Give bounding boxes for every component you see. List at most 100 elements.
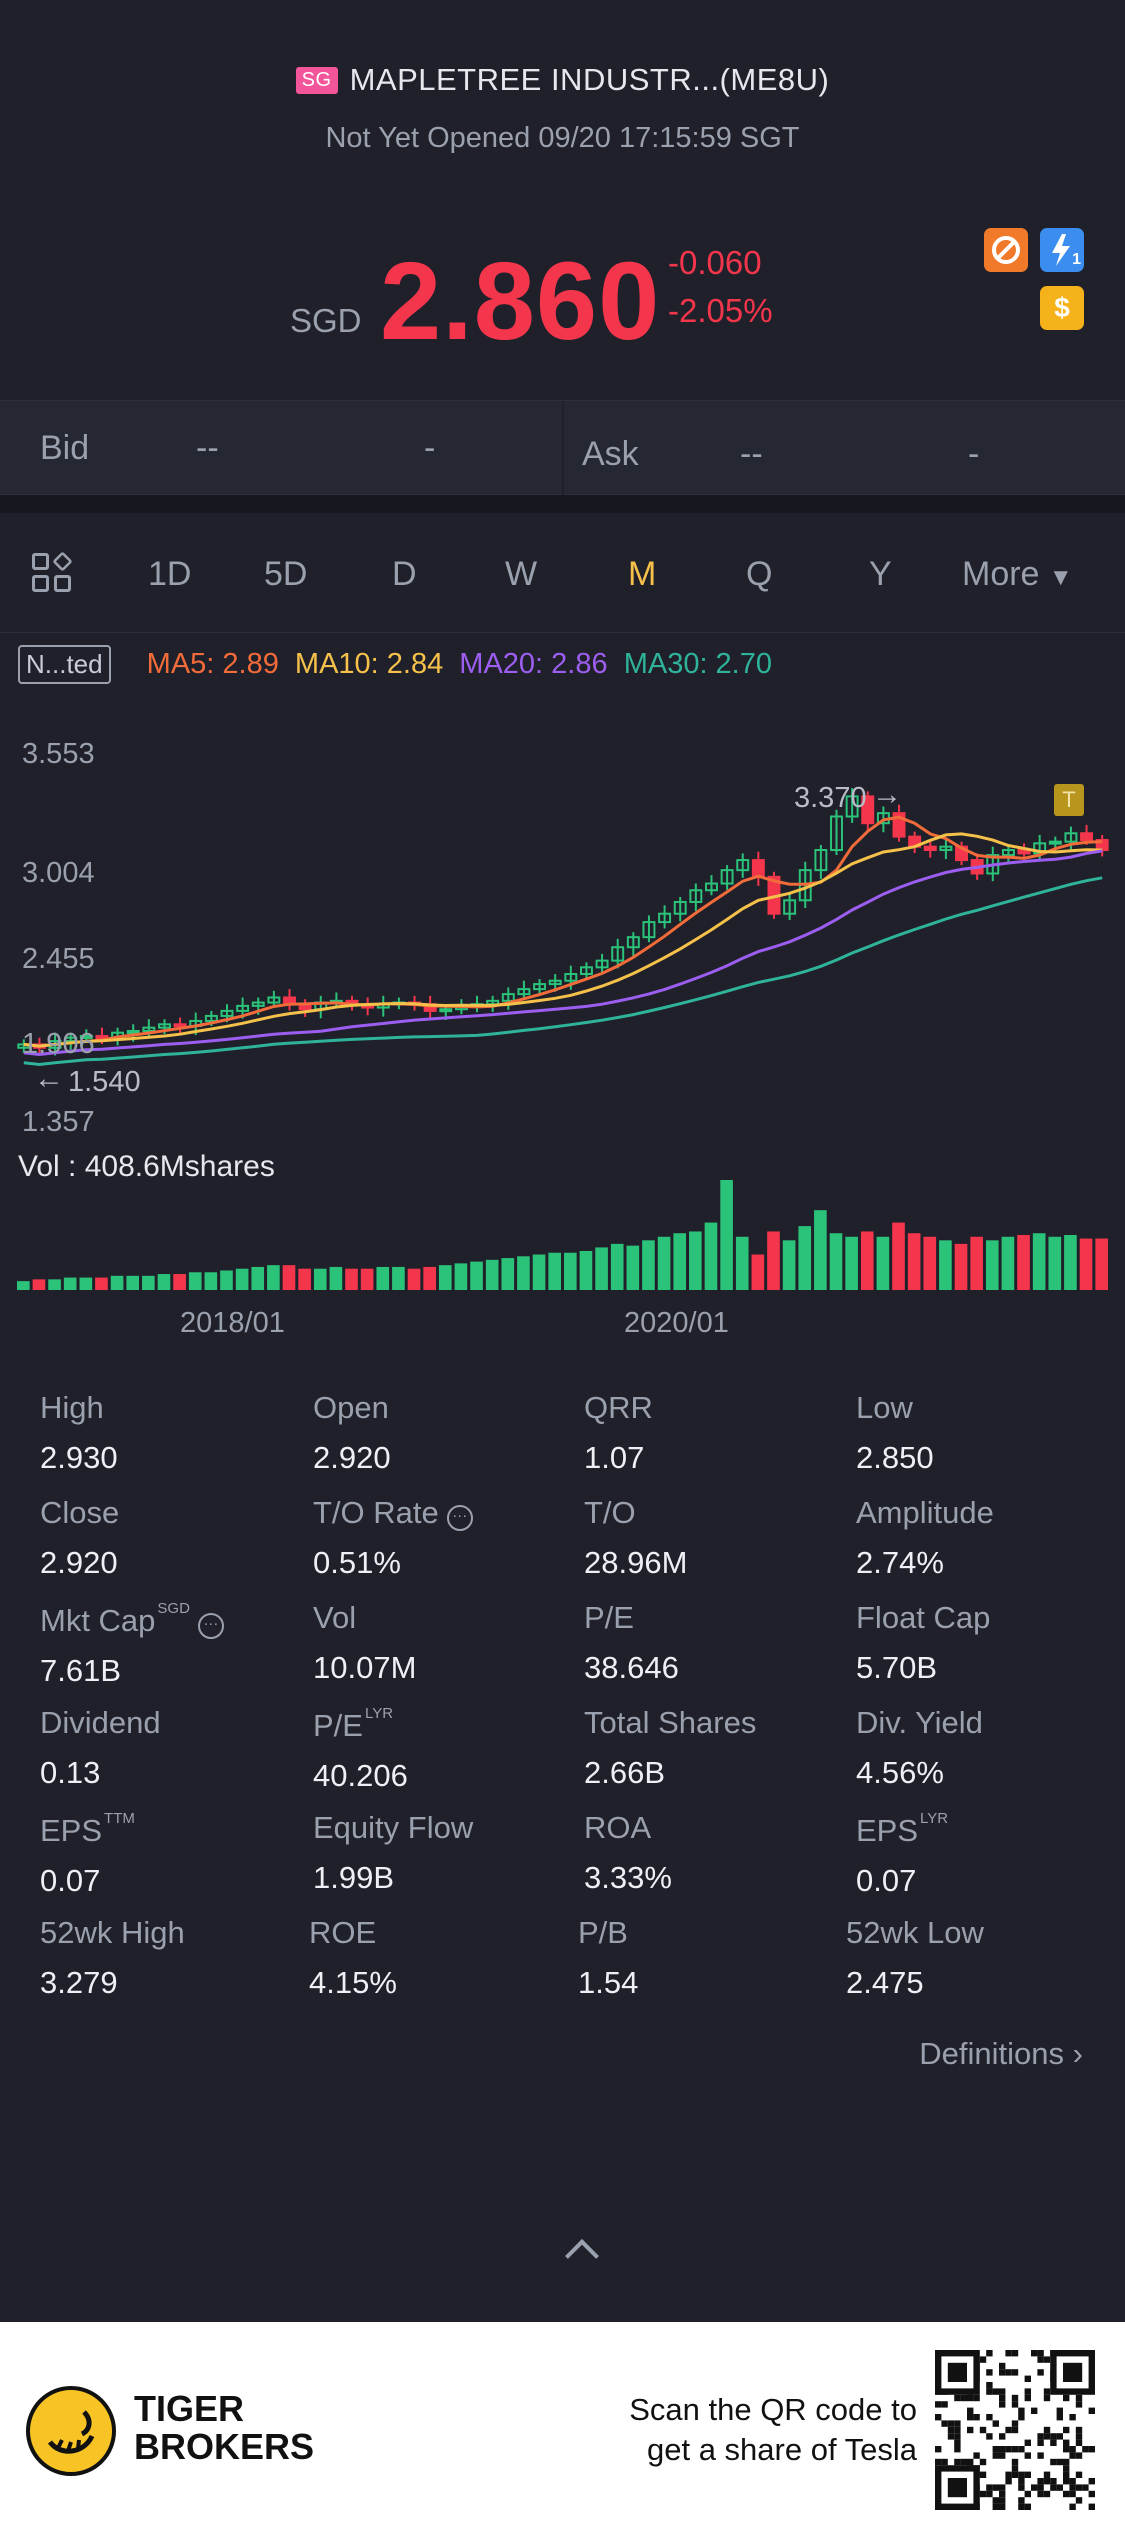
- tab-y[interactable]: Y: [869, 555, 892, 593]
- stat-value: 1.99B: [313, 1860, 395, 1895]
- arrow-right-icon: →: [872, 778, 902, 811]
- stat-label: T/O: [584, 1495, 687, 1531]
- stat-label-text: ROA: [584, 1810, 652, 1845]
- no-shorting-icon[interactable]: [984, 228, 1028, 272]
- adjustment-badge[interactable]: N...ted: [18, 645, 111, 684]
- candle: [517, 988, 531, 996]
- stat-label-text: Equity Flow: [313, 1810, 474, 1845]
- tab-d[interactable]: D: [392, 555, 417, 593]
- section-gap: [0, 495, 1125, 513]
- stat-label: EPS LYR: [856, 1810, 948, 1849]
- promo-footer: TIGER BROKERS Scan the QR code to get a …: [0, 2322, 1125, 2539]
- volume-bar: [95, 1277, 108, 1290]
- stat-cell: P/E 38.646: [584, 1600, 679, 1686]
- candle: [236, 1004, 250, 1012]
- stat-label-text: P/E: [313, 1708, 363, 1743]
- ma20-line: [23, 849, 1103, 1057]
- tab-m[interactable]: M: [628, 555, 657, 593]
- volume-bar: [470, 1261, 483, 1290]
- volume-bar: [610, 1243, 624, 1290]
- candle: [642, 921, 656, 939]
- stat-cell: 52wk High 3.279: [40, 1915, 185, 2001]
- tab-1d[interactable]: 1D: [148, 555, 192, 593]
- stat-cell: Dividend 0.13: [40, 1705, 161, 1791]
- volume-bar: [907, 1233, 921, 1290]
- volume-bar: [892, 1222, 905, 1290]
- tab-5d[interactable]: 5D: [264, 555, 308, 593]
- candle: [705, 882, 718, 892]
- volume-bar: [1017, 1235, 1030, 1290]
- stat-label-text: T/O: [584, 1495, 636, 1530]
- volume-bar: [876, 1236, 890, 1290]
- volume-bar: [673, 1233, 687, 1290]
- candle: [267, 996, 281, 1004]
- lightning-level-1-icon[interactable]: 1: [1040, 228, 1084, 272]
- stat-label: P/E: [584, 1600, 679, 1636]
- tiger-logo-icon: [26, 2386, 116, 2476]
- stat-cell: P/B 1.54: [578, 1915, 638, 2001]
- kline-chart[interactable]: [0, 710, 1125, 1360]
- stat-label: Dividend: [40, 1705, 161, 1741]
- stat-value: 0.07: [40, 1863, 101, 1898]
- candle: [673, 900, 687, 915]
- info-icon[interactable]: ···: [446, 1505, 473, 1531]
- stock-title: MAPLETREE INDUSTR...(ME8U): [349, 62, 830, 97]
- volume-bar: [188, 1272, 202, 1290]
- volume-bar: [939, 1240, 952, 1290]
- collapse-chevron-up-icon[interactable]: [565, 2239, 599, 2273]
- stat-label: Div. Yield: [856, 1705, 983, 1741]
- stat-label: T/O Rate ···: [313, 1495, 473, 1531]
- volume-bar: [282, 1265, 296, 1290]
- volume-bar: [142, 1275, 155, 1290]
- stat-label-text: High: [40, 1390, 104, 1425]
- stat-label-text: Amplitude: [856, 1495, 994, 1530]
- stat-cell: EPS LYR 0.07: [856, 1810, 948, 1899]
- info-icon[interactable]: ···: [197, 1613, 224, 1639]
- volume-bar: [720, 1180, 733, 1290]
- trade-marker-icon[interactable]: T: [1054, 784, 1084, 816]
- dollar-icon[interactable]: $: [1040, 286, 1084, 330]
- candle: [1033, 842, 1047, 855]
- volume-bar: [923, 1236, 937, 1290]
- stat-label-superscript: TTM: [104, 1810, 135, 1827]
- stat-cell: P/E LYR 40.206: [313, 1705, 408, 1794]
- stat-cell: Open 2.920: [313, 1390, 391, 1476]
- stat-cell: ROA 3.33%: [584, 1810, 672, 1896]
- volume-bar: [298, 1268, 311, 1290]
- ma20-value: MA20: 2.86: [459, 648, 608, 680]
- bid-ask-bar: Bid -- - Ask -- -: [0, 400, 1125, 496]
- ask-label: Ask: [582, 435, 639, 473]
- volume-bar: [173, 1274, 186, 1290]
- arrow-left-icon: ←: [34, 1062, 64, 1095]
- market-flag: SG: [295, 67, 338, 94]
- volume-bar: [345, 1268, 358, 1290]
- candle: [533, 983, 547, 991]
- stat-label: Amplitude: [856, 1495, 994, 1531]
- stat-cell: ROE 4.15%: [309, 1915, 397, 2001]
- layout-grid-icon[interactable]: [32, 551, 74, 595]
- stock-title-row[interactable]: SG MAPLETREE INDUSTR...(ME8U): [0, 62, 1125, 98]
- stat-label-text: QRR: [584, 1390, 653, 1425]
- candle: [689, 889, 703, 903]
- tab-q[interactable]: Q: [746, 555, 773, 593]
- volume-bar: [485, 1259, 499, 1290]
- ma10-line: [23, 832, 1103, 1048]
- candle: [1080, 832, 1094, 841]
- stat-value: 3.279: [40, 1965, 118, 2000]
- volume-bar: [517, 1256, 530, 1290]
- stat-label: Open: [313, 1390, 391, 1426]
- definitions-link[interactable]: Definitions ›: [919, 2036, 1083, 2072]
- volume-bar: [1064, 1235, 1077, 1290]
- stat-value: 38.646: [584, 1650, 679, 1685]
- y-tick-label: 3.553: [22, 738, 95, 770]
- stat-label-text: Mkt Cap: [40, 1603, 156, 1638]
- stat-value: 28.96M: [584, 1545, 688, 1580]
- candle: [579, 966, 593, 976]
- stat-label-superscript: LYR: [364, 1705, 394, 1722]
- volume-bar: [1048, 1236, 1062, 1290]
- tab-w[interactable]: W: [505, 555, 538, 593]
- candle: [220, 1009, 234, 1017]
- tab-more[interactable]: More ▼: [962, 555, 1073, 594]
- stat-value: 2.475: [846, 1965, 924, 2000]
- volume-bar: [423, 1266, 436, 1290]
